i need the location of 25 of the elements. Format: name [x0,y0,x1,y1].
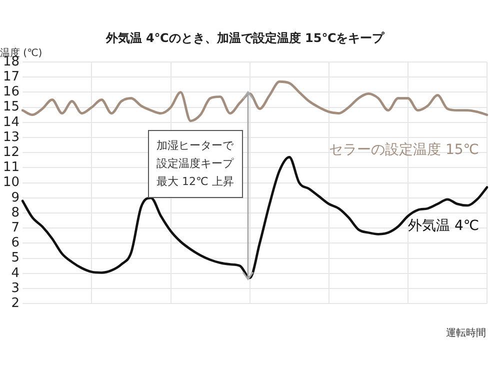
y-tick-label: 6 [11,236,20,251]
y-tick-label: 17 [2,69,20,84]
annotation: 設定温度キープ [156,156,234,172]
annotation: 加湿ヒーターで [156,138,234,154]
line-series [21,80,488,122]
y-tick-label: 10 [2,175,20,190]
y-tick-label: 14 [2,114,20,130]
line-series [21,156,488,280]
y-tick-label: 2 [11,296,20,311]
y-tick-label: 15 [2,100,20,115]
y-tick-label: 13 [2,130,20,145]
y-tick-label: 16 [2,84,20,100]
y-tick-label: 9 [11,190,20,206]
chart-title: 外気温 4℃のとき、加温で設定温度 15℃をキープ [104,30,386,47]
text: セラーの設定温度 15℃ [329,140,479,159]
y-tick-label: 5 [11,250,20,266]
y-tick-label: 4 [11,266,20,281]
y-tick-label: 11 [2,160,20,176]
annotation: 最大 12℃ 上昇 [156,174,234,190]
y-tick-label: 7 [11,220,20,236]
series-label: 外気温 4℃ [408,217,480,236]
x-axis-title: 運転時間 [446,326,486,340]
y-tick-label: 12 [2,144,20,160]
y-tick-label: 8 [11,205,20,220]
y-tick-label: 3 [11,280,20,296]
